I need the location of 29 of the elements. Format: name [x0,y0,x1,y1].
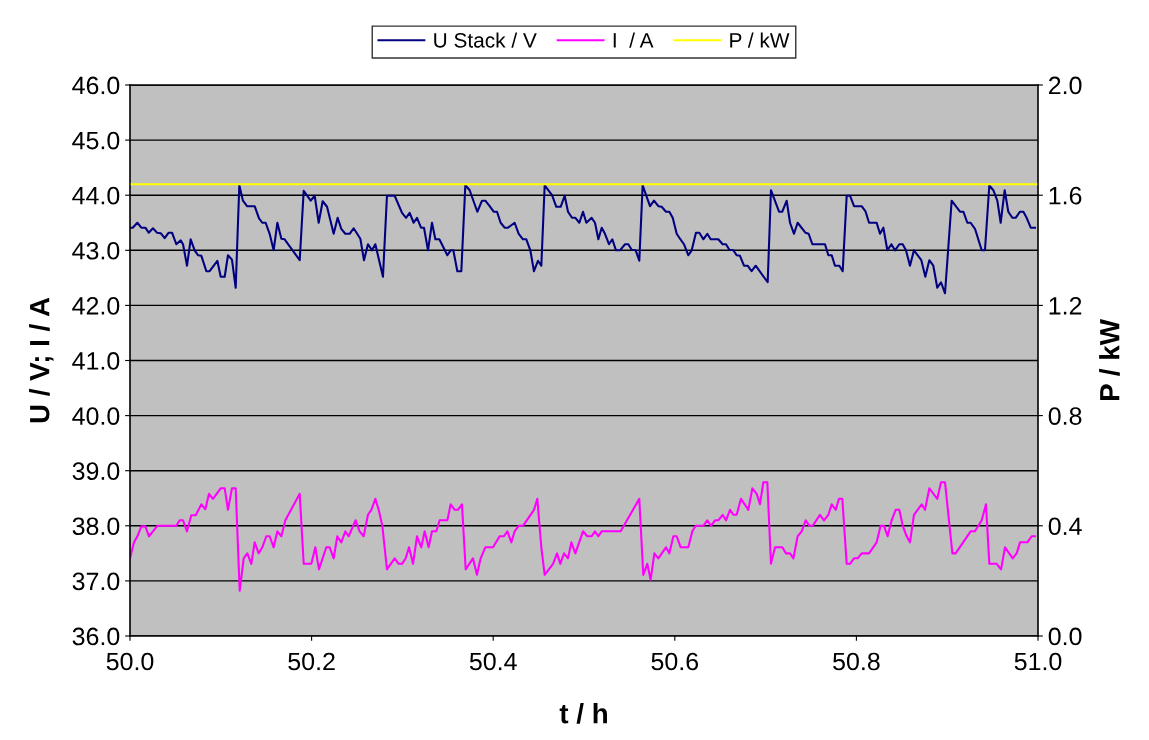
x-tick-label: 50.8 [833,652,880,671]
y-tick-label: 46.0 [72,76,120,95]
y-tick-label: 43.0 [72,241,120,260]
y-tick-label: 39.0 [72,462,120,480]
y-tick-label: 41.0 [72,352,120,370]
y-tick-label: 42.0 [72,297,120,315]
y-tick-label: 38.0 [72,517,120,536]
x-axis-title: t / h [559,703,607,724]
y2-tick-label: 0.8 [1048,407,1082,425]
legend-label: I / A [613,32,654,48]
y-axis-title: U / V; I / A [29,297,54,423]
legend-label: P / kW [730,32,790,48]
y-tick-label: 45.0 [72,131,120,150]
x-tick-label: 50.6 [651,652,699,671]
x-tick-label: 50.0 [106,652,154,671]
y2-tick-label: 1.6 [1049,186,1082,205]
y2-axis-title: P / kW [1099,319,1120,401]
y-tick-label: 36.0 [72,627,120,646]
y2-tick-label: 0.0 [1048,627,1082,646]
y-tick-label: 40.0 [72,407,120,425]
y2-tick-label: 0.4 [1048,517,1082,536]
y2-tick-label: 1.2 [1049,297,1082,315]
y-tick-label: 37.0 [72,572,120,591]
x-tick-label: 51.0 [1014,652,1062,671]
x-tick-label: 50.4 [469,652,517,671]
y2-tick-label: 2.0 [1048,76,1082,95]
x-tick-label: 50.2 [288,652,335,671]
legend-label: U Stack / V [434,32,537,48]
y-tick-label: 44.0 [72,186,120,205]
